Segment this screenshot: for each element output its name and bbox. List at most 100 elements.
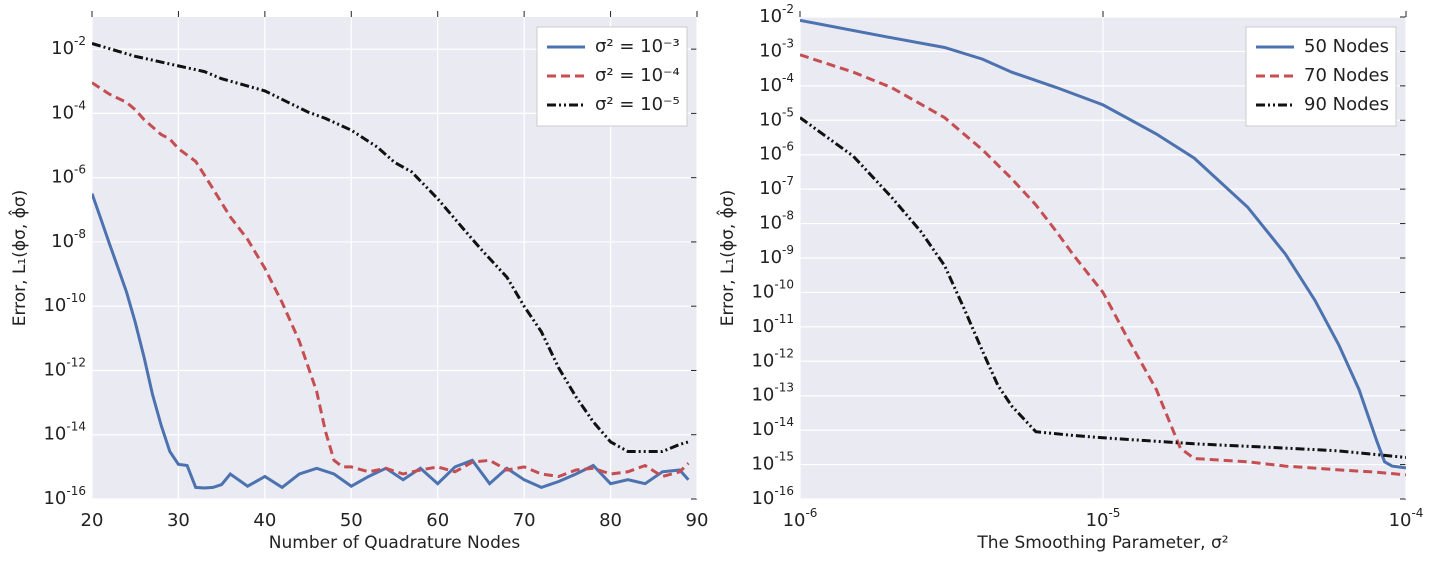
y-tick-label: 10-16 [751, 484, 794, 510]
y-tick-label-base: 10 [759, 213, 782, 234]
y-tick-label-exp: -4 [782, 70, 794, 84]
y-tick-label-exp: -4 [74, 98, 86, 112]
y-tick-label-exp: -11 [774, 311, 794, 325]
y-tick-label: 10-4 [759, 70, 794, 96]
y-tick-label-base: 10 [751, 385, 774, 406]
y-tick-label-base: 10 [751, 488, 774, 509]
legend-label: 70 Nodes [1304, 65, 1389, 86]
y-tick-label-exp: -2 [74, 34, 86, 48]
y-tick-label-base: 10 [51, 167, 74, 188]
x-tick-label: 10-5 [1086, 506, 1121, 532]
y-tick-label: 10-16 [43, 484, 86, 510]
y-tick-label: 10-2 [51, 34, 86, 60]
y-tick-label-base: 10 [759, 144, 782, 165]
x-tick-label-exp: -5 [1108, 506, 1120, 520]
y-tick-label: 10-9 [759, 243, 794, 269]
y-tick-label: 10-13 [751, 380, 794, 406]
y-tick-label: 10-14 [43, 419, 86, 445]
series-line [800, 116, 1406, 459]
legend-label: σ² = 10⁻⁵ [595, 94, 680, 115]
y-tick-label-base: 10 [51, 102, 74, 123]
y-tick-label: 10-2 [759, 2, 794, 28]
y-tick-label-base: 10 [751, 281, 774, 302]
y-tick-label: 10-3 [759, 36, 794, 62]
y-tick-label-base: 10 [759, 109, 782, 130]
y-tick-label-base: 10 [43, 488, 66, 509]
legend-label: σ² = 10⁻⁴ [595, 65, 680, 86]
x-axis-label: The Smoothing Parameter, σ² [976, 533, 1228, 553]
y-tick-label-exp: -8 [782, 208, 794, 222]
x-tick-label: 10-4 [1389, 506, 1424, 532]
x-tick-label: 40 [253, 510, 276, 531]
y-tick-label-base: 10 [759, 247, 782, 268]
y-tick-label-exp: -6 [782, 139, 794, 153]
y-tick-label-exp: -2 [782, 2, 794, 16]
y-tick-label-base: 10 [751, 350, 774, 371]
y-tick-label: 10-12 [43, 355, 86, 381]
y-tick-label-exp: -10 [774, 277, 794, 291]
y-tick-label-base: 10 [759, 6, 782, 27]
x-tick-label-base: 10 [1086, 510, 1109, 531]
y-tick-label-base: 10 [43, 424, 66, 445]
y-tick-label-base: 10 [51, 231, 74, 252]
x-tick-label-exp: -4 [1411, 506, 1423, 520]
legend-label: 90 Nodes [1304, 94, 1389, 115]
y-tick-label-exp: -15 [774, 449, 794, 463]
x-tick-label: 60 [426, 510, 449, 531]
y-tick-label: 10-10 [43, 291, 86, 317]
x-tick-label: 10-6 [783, 506, 818, 532]
y-tick-label-exp: -8 [74, 226, 86, 240]
y-tick-label-base: 10 [759, 75, 782, 96]
y-tick-label-exp: -12 [774, 346, 794, 360]
y-tick-label-exp: -6 [74, 162, 86, 176]
x-tick-label: 20 [81, 510, 104, 531]
y-tick-label-exp: -14 [66, 419, 86, 433]
y-tick-label-exp: -10 [66, 291, 86, 305]
series-line [92, 81, 690, 479]
x-tick-label: 50 [340, 510, 363, 531]
y-tick-label-exp: -7 [782, 174, 794, 188]
y-axis-label: Error, L₁(ϕσ, ϕ̂σ) [715, 190, 738, 327]
x-tick-label-base: 10 [1389, 510, 1412, 531]
x-tick-label: 90 [686, 510, 709, 531]
y-tick-label: 10-5 [759, 105, 794, 130]
y-tick-label-base: 10 [759, 178, 782, 199]
y-tick-label-base: 10 [51, 38, 74, 59]
legend-label: σ² = 10⁻³ [595, 36, 680, 57]
x-tick-label: 80 [599, 510, 622, 531]
y-tick-label-exp: -9 [782, 243, 794, 257]
series-line [800, 53, 1406, 477]
x-tick-label: 30 [167, 510, 190, 531]
y-tick-label-exp: -3 [782, 36, 794, 50]
x-tick-label: 70 [513, 510, 536, 531]
series-line [92, 193, 690, 490]
y-tick-label-base: 10 [759, 40, 782, 61]
y-tick-label: 10-10 [751, 277, 794, 303]
y-tick-label: 10-8 [759, 208, 794, 234]
y-tick-label-base: 10 [43, 295, 66, 316]
y-tick-label: 10-8 [51, 226, 86, 252]
series-line [92, 42, 689, 453]
y-tick-label-base: 10 [751, 454, 774, 475]
x-tick-label-base: 10 [783, 510, 806, 531]
y-tick-label-exp: -16 [774, 484, 794, 498]
y-tick-label: 10-4 [51, 98, 86, 124]
y-tick-label: 10-6 [759, 139, 794, 165]
y-tick-label: 10-7 [759, 174, 794, 200]
y-tick-label: 10-14 [751, 415, 794, 441]
y-tick-label: 10-12 [751, 346, 794, 372]
y-tick-label-base: 10 [751, 316, 774, 337]
y-tick-label-exp: -16 [66, 484, 86, 498]
series-line [800, 18, 1406, 470]
y-tick-label-exp: -12 [66, 355, 86, 369]
y-tick-label: 10-11 [751, 311, 794, 337]
x-axis-label: Number of Quadrature Nodes [269, 533, 521, 553]
y-axis-label: Error, L₁(ϕσ, ϕ̂σ) [7, 190, 30, 327]
x-tick-label-exp: -6 [805, 506, 817, 520]
y-tick-label-exp: -14 [774, 415, 794, 429]
y-tick-label-exp: -5 [782, 105, 794, 119]
y-tick-label-exp: -13 [774, 380, 794, 394]
y-tick-label-base: 10 [43, 359, 66, 380]
y-tick-label-base: 10 [751, 419, 774, 440]
legend-label: 50 Nodes [1304, 36, 1389, 57]
